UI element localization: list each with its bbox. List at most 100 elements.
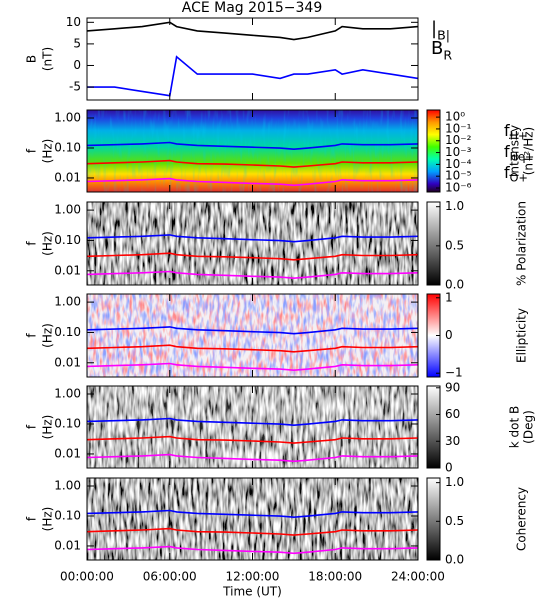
colorbar-tick-label: 1.0 (445, 199, 464, 213)
legend-entry: |B| (431, 18, 450, 42)
colorbar-label: Ellipticity (515, 308, 529, 363)
y-axis-label: (Hz) (41, 139, 55, 164)
series-line (86, 527, 419, 536)
series-line (86, 509, 419, 519)
y-tick-label: 0.01 (54, 446, 81, 460)
series-line (86, 252, 419, 261)
series-line (86, 417, 419, 427)
y-axis-label: f (25, 424, 39, 429)
colorbar-tick-label: 10⁻¹ (445, 121, 472, 135)
series-line (86, 453, 419, 463)
colorbar-frame (426, 385, 441, 469)
series-line (86, 435, 419, 444)
spectrogram (87, 202, 418, 285)
colorbar-tick-label: 30 (445, 434, 460, 448)
y-tick-label: 0.01 (54, 263, 81, 277)
y-tick-label: 1.00 (54, 295, 81, 309)
x-tick-label: 18:00:00 (308, 570, 362, 584)
colorbar-tick-label: 10⁻⁴ (445, 157, 472, 171)
chart-title: ACE Mag 2015−349 (182, 0, 322, 16)
colorbar-tick-label: 10⁻⁶ (445, 181, 472, 195)
colorbar-label: k dot B (508, 406, 522, 448)
y-tick-label: 0.01 (54, 355, 81, 369)
y-axis-label: (Hz) (41, 323, 55, 348)
y-axis-label: (Hz) (41, 231, 55, 256)
series-line (86, 326, 419, 335)
spectrogram (87, 478, 418, 560)
series-line (86, 159, 419, 168)
colorbar-tick-label: 10⁻² (445, 133, 472, 147)
y-tick-label: 0.01 (54, 170, 81, 184)
y-tick-label: 1.00 (54, 203, 81, 217)
colorbar-tick-label: 90 (445, 380, 460, 394)
y-tick-label: 0 (73, 58, 81, 72)
colorbars (427, 110, 440, 560)
y-axis-label: B (25, 55, 39, 63)
series-line (86, 545, 419, 555)
colorbar (427, 294, 440, 377)
y-tick-label: 1.00 (54, 479, 81, 493)
y-tick-label: 0.10 (54, 325, 81, 339)
legend-entry: BR (431, 38, 452, 62)
spectrogram (87, 386, 418, 468)
x-tick-label: 24:00:00 (391, 570, 445, 584)
series-line (86, 234, 419, 243)
y-tick-label: 0.10 (54, 416, 81, 430)
colorbar-tick-label: 0.5 (445, 514, 464, 528)
colorbar-tick-label: −1 (445, 366, 463, 380)
colorbar (427, 202, 440, 285)
y-tick-label: 1.00 (54, 111, 81, 125)
colorbar-tick-label: 60 (445, 407, 460, 421)
colorbar-label: Coherency (515, 487, 529, 551)
spectrogram-texture (87, 110, 418, 192)
colorbar-tick-label: 0 (445, 461, 453, 475)
colorbar-tick-label: 1 (445, 290, 453, 304)
legend-entry: fO+ (504, 163, 528, 185)
y-axis-label: f (25, 148, 39, 153)
spectrograms (87, 110, 418, 560)
y-tick-label: 0.01 (54, 538, 81, 552)
colorbar (427, 478, 440, 560)
colorbar-tick-label: 0.0 (445, 553, 464, 567)
y-tick-label: 5 (73, 36, 81, 50)
legend-entry: fH+ (504, 121, 527, 143)
y-axis-label: (nT) (41, 47, 55, 71)
colorbar (427, 386, 440, 468)
x-tick-label: 06:00:00 (143, 570, 197, 584)
colorbar-frame (426, 109, 441, 193)
y-tick-label: -5 (69, 80, 81, 94)
y-tick-label: 10 (66, 15, 81, 29)
series-line (86, 344, 419, 353)
series-line (86, 21, 419, 41)
colorbar-tick-label: 0.5 (445, 238, 464, 252)
y-axis-label: (Hz) (41, 507, 55, 532)
series-line (86, 362, 419, 372)
y-axis-label: (Hz) (41, 415, 55, 440)
plot-frame (86, 17, 419, 101)
colorbar-label: Intensity (508, 125, 522, 177)
colorbar-tick-label: 0.0 (445, 278, 464, 292)
series-line (87, 55, 419, 97)
colorbar (427, 110, 440, 192)
colorbar-tick-label: 10⁰ (445, 110, 465, 124)
legend-entry: fHe+ (504, 142, 534, 164)
colorbar-label: % Polarization (515, 201, 529, 286)
series-line (86, 141, 419, 151)
y-tick-label: 0.10 (54, 233, 81, 247)
colorbar-label: (nT²/Hz) (522, 127, 536, 175)
y-axis-label: f (25, 241, 39, 246)
colorbar-tick-label: 0 (445, 328, 453, 342)
colorbar-label: (Deg) (522, 410, 536, 444)
y-tick-label: 0.10 (54, 140, 81, 154)
y-axis-label: f (25, 333, 39, 338)
colorbar-tick-label: 10⁻⁵ (445, 169, 472, 183)
colorbar-frame (426, 201, 441, 286)
x-tick-label: 12:00:00 (226, 570, 280, 584)
x-axis-label: Time (UT) (222, 585, 282, 599)
colorbar-tick-label: 10⁻³ (445, 145, 472, 159)
series-line (86, 177, 419, 187)
x-tick-label: 00:00:00 (60, 570, 114, 584)
spectrogram-texture (87, 294, 418, 377)
series-line (86, 270, 419, 280)
